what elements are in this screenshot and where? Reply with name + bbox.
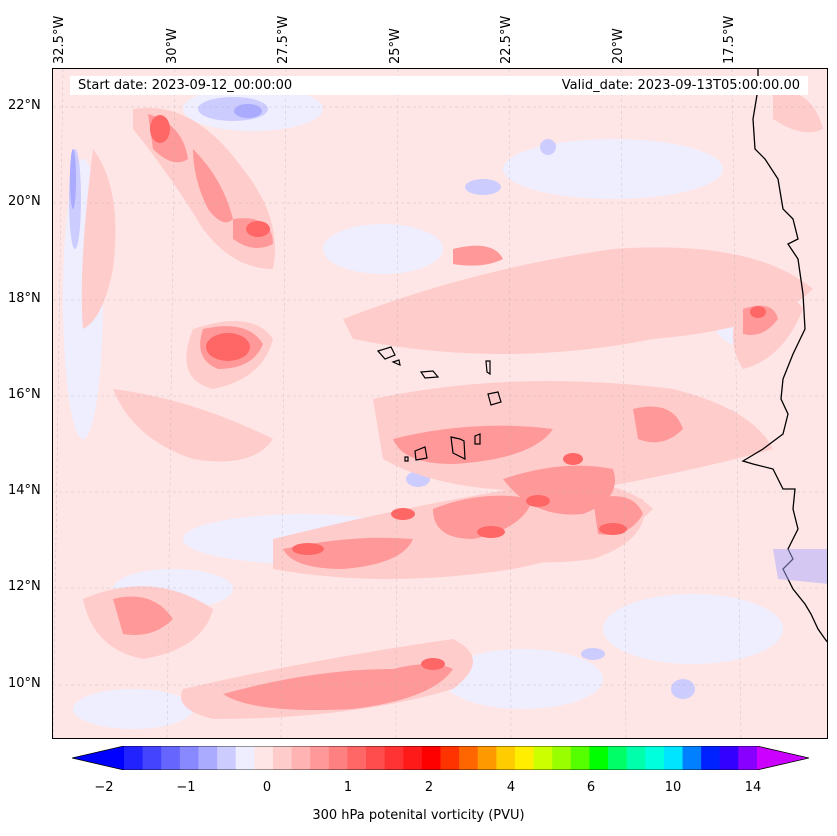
colorbar-segment bbox=[366, 746, 386, 770]
colorbar-segment bbox=[384, 746, 404, 770]
valid-date-label: Valid_date: 2023-09-13T05:00:00.00 bbox=[561, 78, 800, 93]
lon-label-17-5w: 17.5°W bbox=[722, 15, 737, 64]
cb-tick-4: 4 bbox=[506, 780, 516, 795]
cb-tick-6: 6 bbox=[586, 780, 596, 795]
colorbar-segment bbox=[570, 746, 590, 770]
colorbar-segment bbox=[552, 746, 572, 770]
colorbar-segment bbox=[421, 746, 441, 770]
colorbar-segment bbox=[663, 746, 684, 770]
colorbar-max-extension bbox=[757, 746, 809, 770]
lon-label-30w: 30°W bbox=[165, 28, 180, 64]
lon-label-32-5w: 32.5°W bbox=[52, 15, 67, 64]
cb-tick-14: 14 bbox=[744, 780, 762, 795]
colorbar-ticks: −2 −1 0 1 2 4 6 10 14 bbox=[0, 780, 837, 800]
colorbar-segment bbox=[459, 746, 479, 770]
cb-tick-1: 1 bbox=[343, 780, 353, 795]
colorbar-segment bbox=[179, 746, 199, 770]
colorbar-segment bbox=[310, 746, 330, 770]
colorbar-segment bbox=[477, 746, 497, 770]
colorbar-segment bbox=[124, 746, 144, 770]
header-box: Start date: 2023-09-12_00:00:00 Valid_da… bbox=[70, 76, 808, 95]
colorbar-segment bbox=[682, 746, 702, 770]
lon-label-27-5w: 27.5°W bbox=[276, 15, 291, 64]
colorbar-segment bbox=[235, 746, 255, 770]
colorbar bbox=[71, 745, 810, 771]
lat-label-16n: 16°N bbox=[8, 387, 41, 402]
lat-label-22n: 22°N bbox=[8, 98, 41, 113]
gambia-river bbox=[773, 549, 827, 584]
colorbar-segment bbox=[272, 746, 293, 770]
colorbar-segment bbox=[403, 746, 423, 770]
graticule bbox=[53, 69, 827, 738]
cb-tick-2: 2 bbox=[424, 780, 434, 795]
lat-label-12n: 12°N bbox=[8, 579, 41, 594]
lon-label-22-5w: 22.5°W bbox=[499, 15, 514, 64]
colorbar-segment bbox=[608, 746, 628, 770]
colorbar-segment bbox=[626, 746, 646, 770]
lat-label-18n: 18°N bbox=[8, 291, 41, 306]
cb-tick-0: 0 bbox=[262, 780, 272, 795]
colorbar-segment bbox=[217, 746, 237, 770]
negative-pv-strong bbox=[70, 104, 262, 209]
colorbar-segment bbox=[347, 746, 367, 770]
positive-pv-high bbox=[150, 115, 766, 670]
colorbar-segment bbox=[496, 746, 516, 770]
cb-tick--2: −2 bbox=[94, 780, 114, 795]
colorbar-segment bbox=[328, 746, 348, 770]
colorbar-segment bbox=[701, 746, 721, 770]
start-date-label: Start date: 2023-09-12_00:00:00 bbox=[78, 78, 293, 93]
colorbar-segment bbox=[589, 746, 609, 770]
colorbar-segment bbox=[254, 746, 274, 770]
colorbar-min-extension bbox=[72, 746, 124, 770]
colorbar-segment bbox=[440, 746, 460, 770]
colorbar-label: 300 hPa potenital vorticity (PVU) bbox=[312, 808, 525, 823]
colorbar-segment bbox=[738, 746, 758, 770]
lat-label-10n: 10°N bbox=[8, 676, 41, 691]
map-panel[interactable] bbox=[52, 68, 828, 739]
lon-label-25w: 25°W bbox=[388, 28, 403, 64]
colorbar-segment bbox=[533, 746, 553, 770]
colorbar-segment bbox=[514, 746, 535, 770]
cape-verde-islands bbox=[376, 346, 502, 462]
lat-label-14n: 14°N bbox=[8, 483, 41, 498]
pv-field bbox=[53, 69, 827, 738]
colorbar-segment bbox=[198, 746, 218, 770]
colorbar-segment bbox=[645, 746, 665, 770]
colorbar-segment bbox=[161, 746, 181, 770]
cb-tick--1: −1 bbox=[176, 780, 196, 795]
colorbar-svg bbox=[71, 745, 810, 771]
lon-label-20w: 20°W bbox=[611, 28, 626, 64]
cb-tick-10: 10 bbox=[664, 780, 682, 795]
lat-label-20n: 20°N bbox=[8, 194, 41, 209]
colorbar-segment bbox=[142, 746, 162, 770]
colorbar-segment bbox=[291, 746, 311, 770]
colorbar-segment bbox=[719, 746, 739, 770]
